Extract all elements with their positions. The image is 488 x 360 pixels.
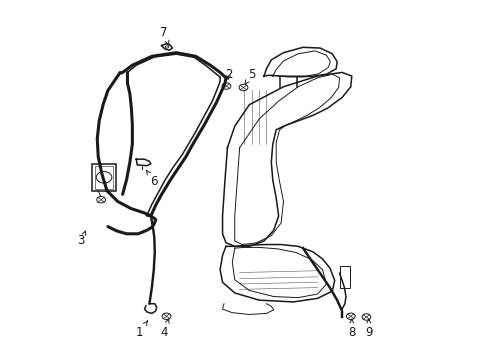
Text: 7: 7 (160, 27, 168, 45)
Text: 1: 1 (136, 321, 147, 339)
Text: 6: 6 (146, 170, 158, 188)
Text: 8: 8 (347, 319, 355, 339)
Text: 5: 5 (244, 68, 255, 84)
Bar (95, 166, 113, 189)
Text: 4: 4 (160, 319, 169, 339)
Text: 9: 9 (365, 319, 372, 339)
Text: 2: 2 (224, 68, 232, 81)
Bar (339, 266, 349, 288)
Text: 3: 3 (77, 231, 85, 247)
